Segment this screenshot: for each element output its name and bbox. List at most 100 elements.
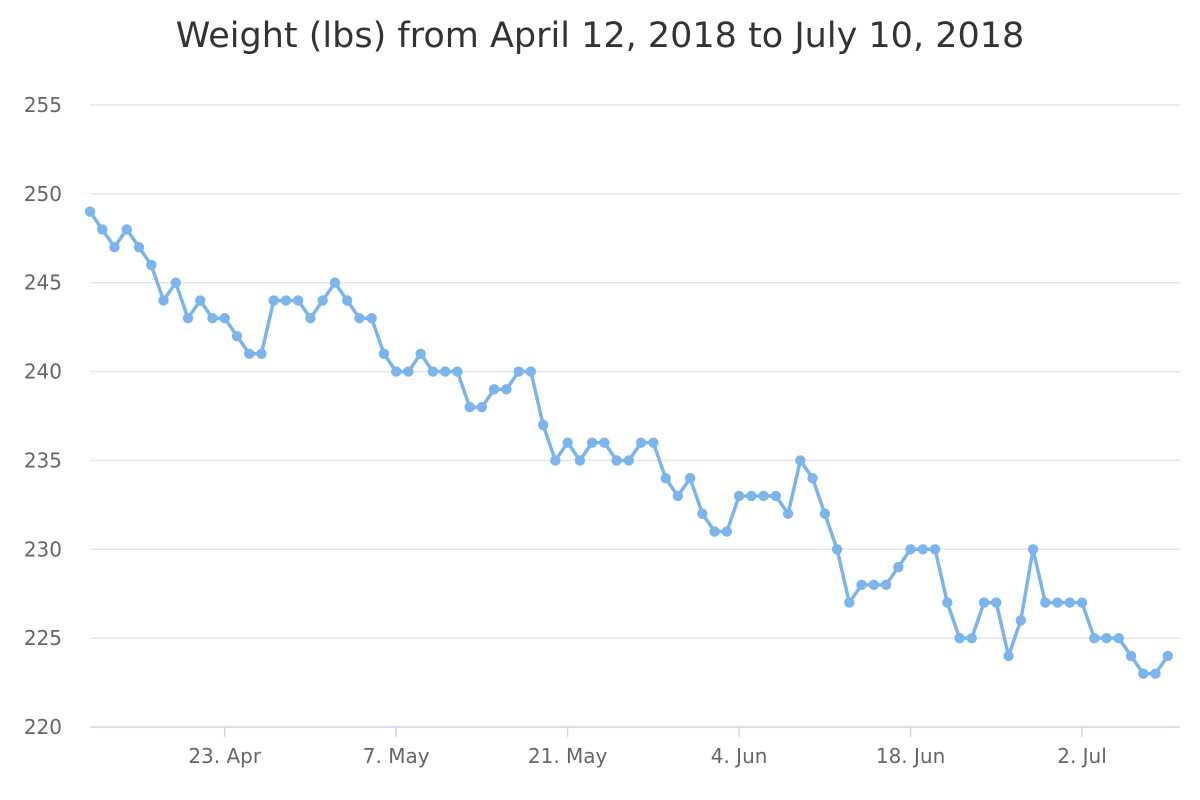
x-axis: [90, 726, 1180, 737]
data-point: [170, 277, 181, 288]
data-point: [1027, 544, 1039, 555]
data-point: [905, 544, 916, 555]
y-tick-label: 250: [24, 182, 62, 206]
data-point: [256, 348, 267, 359]
data-point: [1150, 668, 1161, 679]
y-axis-labels: 220 225 230 235 240 245 250 255: [24, 93, 62, 739]
chart-title: Weight (lbs) from April 12, 2018 to July…: [176, 16, 1025, 56]
data-point: [1064, 597, 1075, 608]
y-tick-label: 245: [24, 271, 62, 295]
data-point: [501, 384, 512, 395]
data-point: [1089, 632, 1100, 644]
data-point: [770, 490, 782, 502]
x-tick-label: 7. May: [363, 744, 430, 768]
series-line: [88, 209, 1170, 676]
data-point: [121, 224, 132, 235]
data-point: [819, 508, 831, 519]
data-point: [403, 366, 414, 377]
data-point: [109, 241, 120, 253]
data-point: [390, 366, 402, 377]
y-tick-label: 225: [24, 626, 62, 650]
data-point: [317, 295, 328, 306]
data-point: [464, 401, 475, 413]
data-point: [1125, 650, 1137, 662]
data-point: [893, 561, 904, 573]
data-point: [623, 455, 635, 466]
data-point: [513, 366, 524, 377]
data-point: [660, 473, 671, 484]
x-tick-label: 21. May: [528, 744, 608, 768]
data-point: [195, 295, 206, 306]
data-point: [537, 419, 549, 431]
data-point: [697, 508, 708, 519]
data-point: [182, 313, 194, 324]
data-point: [782, 508, 794, 519]
data-point: [991, 597, 1002, 608]
data-point: [599, 437, 610, 448]
data-point: [146, 259, 157, 271]
data-point: [452, 366, 463, 377]
data-point: [942, 597, 953, 608]
data-point: [733, 490, 745, 502]
data-point: [586, 437, 598, 448]
data-point: [574, 455, 586, 466]
data-point: [795, 455, 806, 466]
data-point: [1076, 597, 1088, 608]
data-point: [721, 526, 733, 537]
data-point: [929, 544, 941, 555]
data-point: [133, 241, 145, 253]
data-point: [1052, 597, 1063, 608]
data-point: [415, 348, 426, 359]
data-point: [84, 206, 96, 217]
data-point: [648, 437, 659, 448]
data-point: [978, 597, 990, 608]
y-tick-label: 255: [24, 93, 62, 117]
data-point: [672, 490, 684, 502]
x-tick-label: 4. Jun: [711, 744, 768, 768]
data-point: [293, 295, 304, 306]
y-tick-label: 230: [24, 537, 62, 561]
data-point: [635, 437, 647, 448]
data-point: [366, 313, 377, 324]
data-point: [97, 224, 108, 235]
data-point: [831, 544, 843, 555]
data-point: [219, 313, 230, 324]
data-point: [1113, 632, 1124, 644]
y-tick-label: 235: [24, 448, 62, 472]
data-point: [954, 632, 965, 644]
data-point: [1101, 632, 1112, 644]
data-point: [1162, 650, 1173, 662]
data-point: [427, 366, 439, 377]
data-point: [709, 526, 720, 537]
data-point: [280, 295, 292, 306]
x-tick-label: 2. Jul: [1057, 744, 1107, 768]
x-tick-label: 23. Apr: [188, 744, 262, 768]
data-point: [807, 473, 818, 484]
data-point: [341, 295, 353, 306]
data-point: [1040, 597, 1051, 608]
data-point: [917, 544, 929, 555]
data-point: [305, 313, 316, 324]
data-point: [329, 277, 341, 288]
y-tick-label: 220: [24, 715, 62, 739]
data-point: [158, 295, 169, 306]
data-point: [1003, 650, 1014, 662]
data-point: [476, 401, 488, 413]
data-point: [684, 473, 696, 484]
x-tick-label: 18. Jun: [876, 744, 945, 768]
data-point: [378, 348, 390, 359]
data-point: [268, 295, 279, 306]
data-point: [966, 632, 977, 644]
data-point: [231, 330, 243, 342]
data-point: [562, 437, 573, 448]
data-point: [868, 579, 880, 591]
x-axis-labels: 23. Apr 7. May 21. May 4. Jun 18. Jun 2. Jul: [188, 744, 1106, 768]
y-tick-label: 240: [24, 360, 62, 384]
data-point: [611, 455, 622, 466]
data-point: [207, 313, 218, 324]
data-point: [1015, 615, 1026, 626]
data-point: [488, 384, 500, 395]
data-point: [844, 597, 855, 608]
